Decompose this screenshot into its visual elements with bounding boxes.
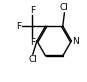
Text: Cl: Cl — [28, 55, 37, 64]
Text: F: F — [30, 6, 35, 15]
Text: Cl: Cl — [60, 3, 69, 12]
Text: F: F — [16, 22, 21, 31]
Text: F: F — [30, 38, 35, 47]
Text: N: N — [73, 36, 79, 46]
